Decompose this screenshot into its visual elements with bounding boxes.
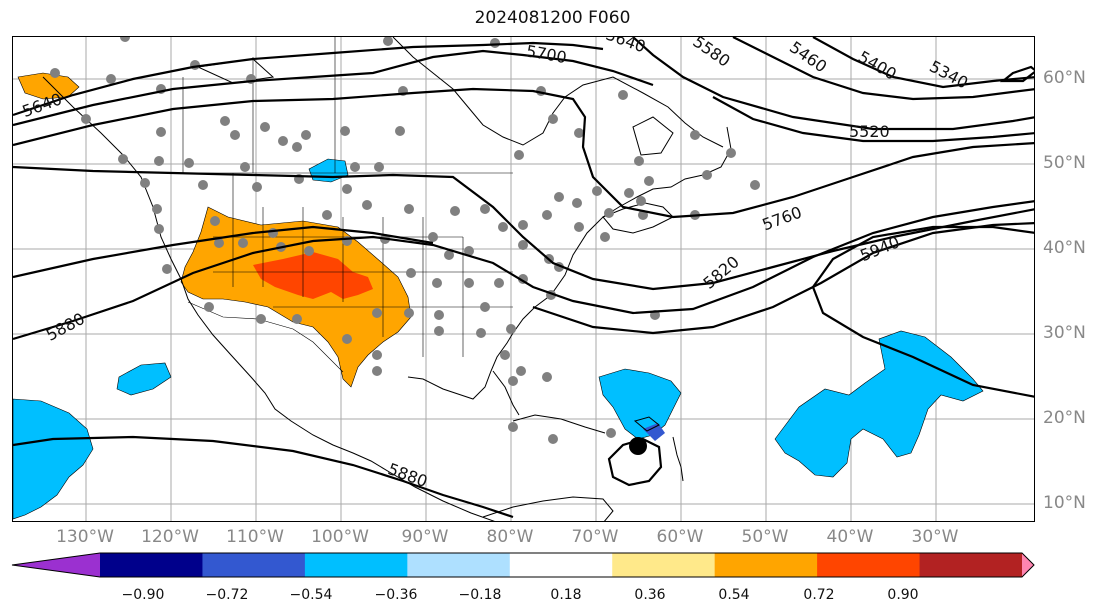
longitude-label: 50°W <box>741 527 789 547</box>
map-canvas: 5640 5700 5640 5580 5460 5400 5340 5520 … <box>13 37 1034 521</box>
colorbar-tick: 0.90 <box>887 587 919 603</box>
colorbar-swatch <box>817 553 921 577</box>
colorbar-tick: −0.90 <box>121 587 165 603</box>
map-panel: 5640 5700 5640 5580 5460 5400 5340 5520 … <box>12 36 1035 522</box>
latitude-label: 60°N <box>1043 68 1086 88</box>
colorbar-swatch <box>304 553 408 577</box>
colorbar-swatch <box>714 553 818 577</box>
colorbar-swatch <box>100 553 203 577</box>
latitude-label: 40°N <box>1043 238 1086 258</box>
contour-label: 5520 <box>849 122 890 141</box>
colorbar-tick: −0.54 <box>289 587 333 603</box>
longitude-label: 100°W <box>311 527 369 547</box>
contour-label: 5640 <box>20 89 65 121</box>
colorbar-swatch <box>509 553 613 577</box>
longitude-label: 90°W <box>401 527 449 547</box>
map-title: 2024081200 F060 <box>474 8 631 28</box>
contour-label: 5640 <box>603 37 648 56</box>
colorbar-outline <box>11 552 1035 578</box>
latitude-label: 50°N <box>1043 153 1086 173</box>
colorbar-tick: 0.54 <box>718 587 750 603</box>
latitude-label: 10°N <box>1043 493 1086 513</box>
colorbar-swatch <box>1022 553 1034 577</box>
colorbar-swatch <box>12 553 100 577</box>
longitude-label: 120°W <box>141 527 199 547</box>
colorbar-swatch <box>919 553 1023 577</box>
colorbar-swatch <box>407 553 511 577</box>
contour-label: 5880 <box>43 309 88 345</box>
height-contours <box>13 37 1034 519</box>
longitude-label: 130°W <box>56 527 114 547</box>
contour-label: 5400 <box>855 47 900 84</box>
colorbar-tick: 0.18 <box>550 587 582 603</box>
colorbar-tick: −0.36 <box>374 587 418 603</box>
colorbar <box>11 552 1035 578</box>
longitude-label: 30°W <box>911 527 959 547</box>
colorbar-swatch <box>612 553 716 577</box>
latitude-label: 30°N <box>1043 323 1086 343</box>
latitude-label: 20°N <box>1043 408 1086 428</box>
contour-label: 5880 <box>385 459 430 491</box>
colorbar-tick: 0.72 <box>803 587 835 603</box>
longitude-label: 80°W <box>486 527 534 547</box>
coastlines <box>42 37 732 521</box>
longitude-label: 60°W <box>656 527 704 547</box>
colorbar-tick: −0.72 <box>205 587 249 603</box>
colorbar-tick: 0.36 <box>634 587 666 603</box>
longitude-label: 110°W <box>226 527 284 547</box>
shaded-fields <box>13 72 984 520</box>
contour-label: 5580 <box>689 37 733 71</box>
longitude-label: 70°W <box>571 527 619 547</box>
longitude-label: 40°W <box>826 527 874 547</box>
colorbar-swatch <box>202 553 306 577</box>
colorbar-tick: −0.18 <box>458 587 502 603</box>
contour-label: 5820 <box>699 252 742 293</box>
colorbar-segments <box>12 553 1034 577</box>
